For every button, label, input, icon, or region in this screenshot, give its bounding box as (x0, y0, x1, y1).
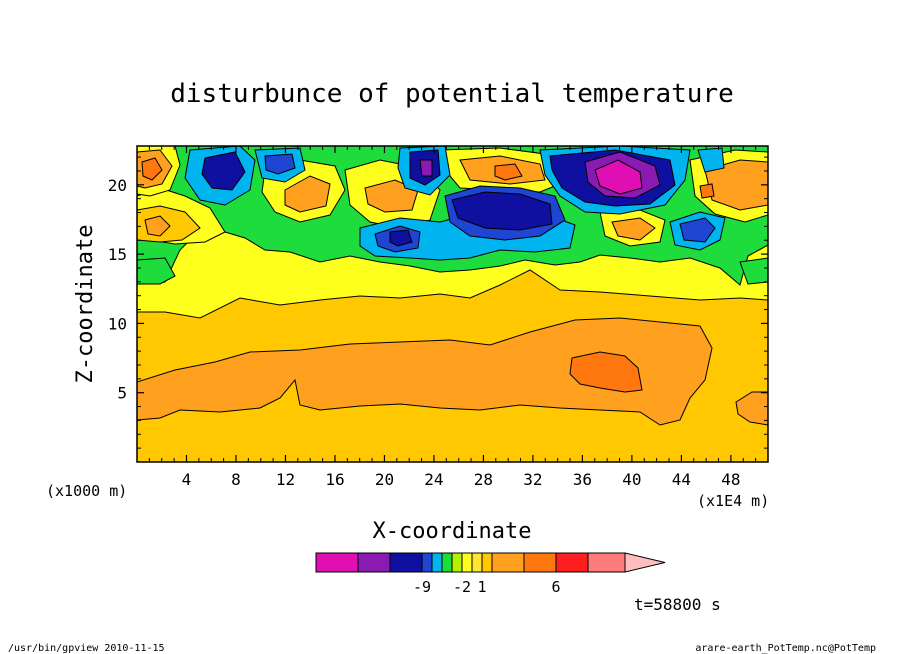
colorbar-swatch (523, 552, 557, 573)
colorbar-arrow (624, 552, 666, 573)
x-unit-left: (x1000 m) (46, 482, 127, 500)
field-green-blob-2 (739, 257, 768, 285)
y-tick-label: 20 (108, 176, 127, 195)
colorbar-swatch (587, 552, 626, 573)
field-cool-1-core (201, 151, 246, 191)
x-tick-label: 44 (672, 470, 691, 489)
field-cool-8 (697, 147, 725, 173)
colorbar-swatch (471, 552, 483, 573)
colorbar-swatch (461, 552, 473, 573)
x-tick-label: 20 (375, 470, 394, 489)
colorbar-label: -2 (453, 578, 471, 596)
field-mid-band (137, 317, 713, 426)
colorbar-swatch (431, 552, 443, 573)
x-tick-label: 16 (325, 470, 344, 489)
x-tick-label: 12 (276, 470, 295, 489)
field-mid-core (569, 351, 643, 393)
colorbar-swatch (481, 552, 493, 573)
field-top-warm-6 (141, 157, 163, 181)
field-green-blob-1 (137, 257, 176, 285)
y-tick-label: 10 (108, 314, 127, 333)
x-tick-label: 8 (231, 470, 241, 489)
colorbar-label: -9 (413, 578, 431, 596)
colorbar-swatch (451, 552, 463, 573)
field-cool-4-center (389, 229, 413, 247)
x-tick-label: 4 (182, 470, 192, 489)
x-axis-title: X-coordinate (373, 519, 532, 544)
field-top-warm-8 (284, 175, 331, 213)
field-top-warm-13 (494, 163, 523, 181)
field-top-warm-3 (144, 215, 171, 237)
x-tick-label: 32 (523, 470, 542, 489)
colorbar-swatch (421, 552, 433, 573)
colorbar: -9 -2 1 6 (315, 552, 666, 596)
time-annotation: t=58800 s (634, 595, 721, 614)
colorbar-swatch (555, 552, 589, 573)
colorbar-swatch (389, 552, 423, 573)
chart-title: disturbunce of potential temperature (170, 79, 734, 109)
field-cool-2-core (264, 153, 296, 175)
colorbar-swatch (491, 552, 525, 573)
colorbar-swatch (357, 552, 391, 573)
plot-frame (136, 145, 769, 463)
field-cool-3-center (419, 159, 433, 177)
field-top-warm-15 (704, 159, 768, 211)
x-tick-label: 24 (424, 470, 443, 489)
field-top-warm-16 (699, 183, 715, 199)
field-cool-7-core (679, 217, 716, 243)
x-unit-right: (x1E4 m) (697, 492, 769, 510)
field-cool-6-center (594, 159, 643, 195)
colorbar-label: 1 (477, 578, 486, 596)
y-axis-title: Z-coordinate (73, 225, 98, 384)
colorbar-swatch (441, 552, 453, 573)
field-top-warm-18 (611, 217, 656, 241)
contour-field (137, 146, 768, 462)
colorbar-label: 6 (551, 578, 560, 596)
field-cool-5-core (451, 191, 553, 231)
y-tick-label: 15 (108, 245, 127, 264)
x-tick-label: 48 (721, 470, 740, 489)
field-lower-right-patch (735, 391, 768, 426)
footer-left: /usr/bin/gpview 2010-11-15 (8, 643, 165, 654)
footer-right: arare-earth_PotTemp.nc@PotTemp (695, 643, 876, 654)
colorbar-swatch (315, 552, 359, 573)
y-tick-label: 5 (117, 384, 127, 403)
x-axis: 4 8 12 16 20 24 28 32 36 40 44 48 (148, 146, 757, 489)
y-axis: 5 10 15 20 (108, 156, 768, 449)
x-tick-label: 40 (622, 470, 641, 489)
x-tick-label: 28 (474, 470, 493, 489)
x-tick-label: 36 (573, 470, 592, 489)
